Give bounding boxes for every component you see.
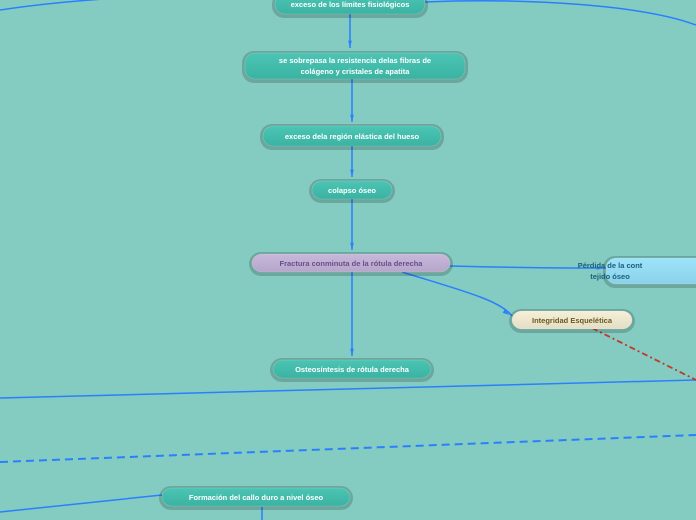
node-label: colágeno y cristales de apatita — [301, 67, 411, 76]
node-label: colapso óseo — [328, 186, 376, 195]
node-label: tejido óseo — [590, 272, 630, 281]
node-label: Osteosíntesis de rótula derecha — [295, 365, 410, 374]
node-label: Pérdida de la cont — [578, 261, 643, 270]
node-label: Fractura conminuta de la rótula derecha — [280, 259, 424, 268]
node-label: exceso dela región elástica del hueso — [285, 132, 420, 141]
node-label: Formación del callo duro a nivel óseo — [189, 493, 324, 502]
node-label: se sobrepasa la resistencia delas fibras… — [279, 56, 431, 65]
node-label: exceso de los límites fisiológicos — [291, 0, 410, 9]
node-label: Integridad Esquelética — [532, 316, 613, 325]
